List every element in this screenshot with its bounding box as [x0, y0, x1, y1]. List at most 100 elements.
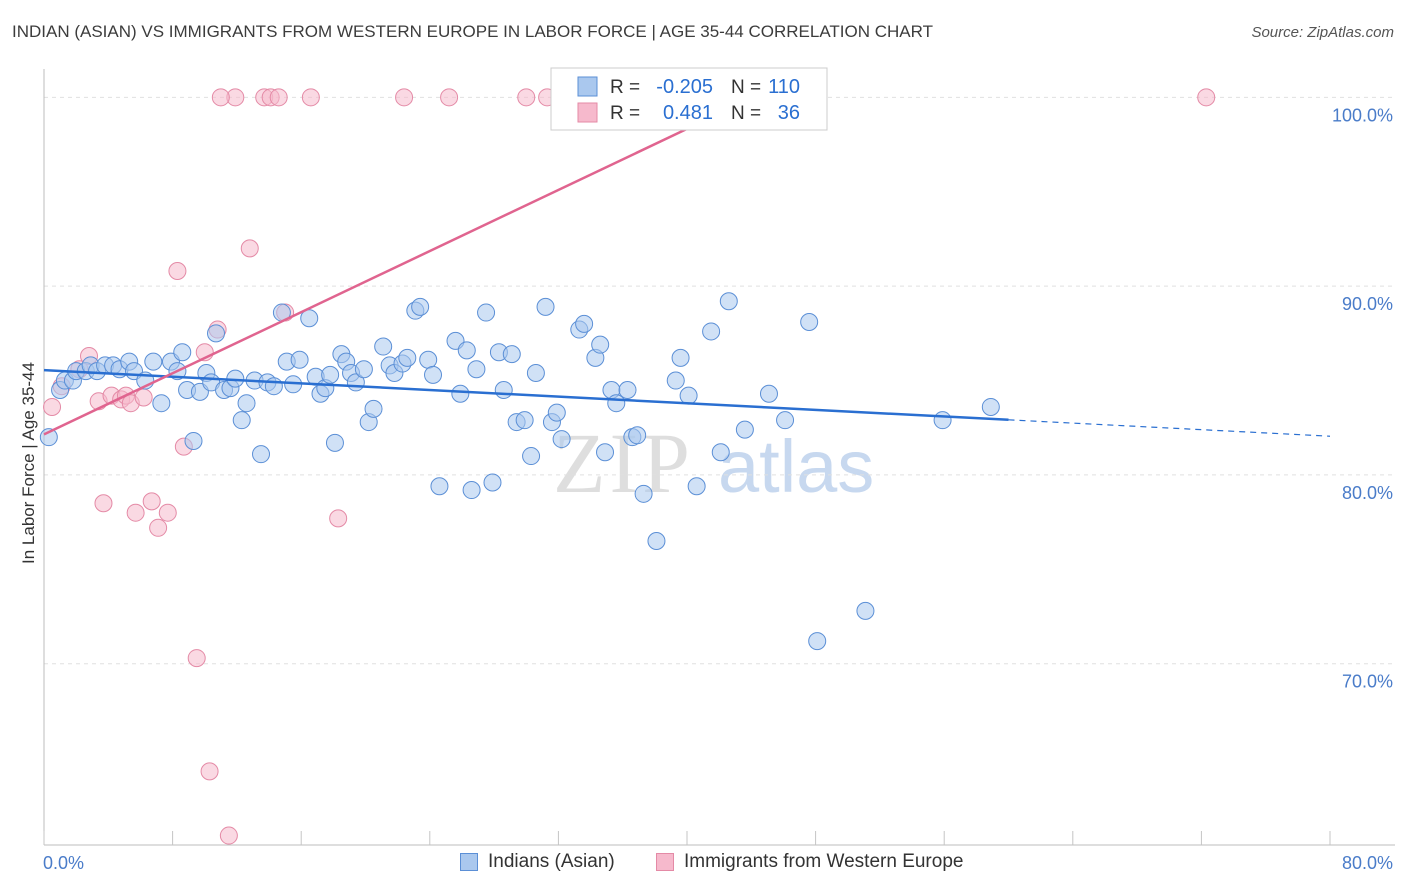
blue-point — [252, 445, 271, 464]
legend-blue-n-value: 110 — [768, 76, 800, 98]
pink-point — [517, 88, 536, 107]
blue-point — [144, 352, 163, 371]
blue-point — [628, 426, 647, 445]
blue-point — [411, 297, 430, 316]
blue-point — [711, 443, 730, 462]
legend-pink-n-value: 36 — [778, 102, 800, 124]
x-ticks — [43, 831, 1331, 845]
blue-point — [462, 481, 481, 500]
pink-point — [43, 397, 62, 416]
pink-point — [395, 88, 414, 107]
blue-point — [776, 411, 795, 430]
pink-point — [440, 88, 459, 107]
blue-point — [424, 365, 443, 384]
blue-point — [618, 380, 637, 399]
pink-point — [168, 262, 187, 281]
blue-point — [596, 443, 615, 462]
blue-point — [634, 484, 653, 503]
watermark-atlas: atlas — [718, 425, 874, 508]
legend-pink-r-value: 0.481 — [663, 102, 713, 124]
blue-point — [494, 380, 513, 399]
y-tick-label: 90.0% — [1342, 294, 1393, 314]
legend-blue-swatch — [577, 76, 598, 97]
blue-point — [735, 420, 754, 439]
blue-point — [591, 335, 610, 354]
blue-point — [575, 314, 594, 333]
blue-point — [808, 632, 827, 651]
legend-pink-r-label: R = — [610, 103, 640, 124]
blue-point — [184, 431, 203, 450]
blue-point — [679, 386, 698, 405]
blue-trend-line — [43, 368, 1009, 422]
blue-point — [300, 309, 319, 328]
pink-point — [149, 518, 168, 537]
blue-point — [321, 365, 340, 384]
blue-point — [759, 384, 778, 403]
blue-point — [800, 313, 819, 332]
x-tick-label: 0.0% — [43, 853, 84, 873]
legend-label-western-europe: Immigrants from Western Europe — [684, 851, 964, 872]
blue-point — [419, 350, 438, 369]
pink-point — [329, 509, 348, 528]
legend-blue-n-label: N = — [731, 77, 761, 98]
pink-point — [187, 649, 206, 668]
blue-point — [398, 348, 417, 367]
legend-swatch-pink — [656, 853, 674, 871]
legend-blue-r-label: R = — [610, 77, 640, 98]
blue-point — [152, 394, 171, 413]
blue-point — [451, 384, 470, 403]
watermark-zip: ZIP — [553, 415, 694, 511]
y-axis-label: In Labor Force | Age 35-44 — [19, 362, 38, 564]
blue-point — [719, 292, 738, 311]
blue-point — [477, 303, 496, 322]
blue-point — [536, 297, 555, 316]
blue-point — [522, 447, 541, 466]
blue-point — [467, 360, 486, 379]
pink-point — [219, 826, 238, 845]
pink-point — [301, 88, 320, 107]
legend-item-western-europe: Immigrants from Western Europe — [656, 851, 963, 873]
legend-pink-swatch — [577, 102, 598, 123]
y-tick-label: 80.0% — [1342, 483, 1393, 503]
blue-point — [502, 345, 521, 364]
watermark: ZIP atlas — [553, 415, 874, 511]
blue-point — [374, 337, 393, 356]
axes — [43, 69, 1395, 846]
blue-point — [173, 343, 192, 362]
blue-point — [981, 397, 1000, 416]
legend-swatch-blue — [460, 853, 478, 871]
pink-point — [134, 388, 153, 407]
pink-point — [211, 88, 230, 107]
legend-item-indians: Indians (Asian) — [460, 851, 615, 873]
x-tick-labels: 0.0% 80.0% — [43, 853, 1393, 873]
blue-series-points — [39, 292, 1000, 651]
legend-blue-r-value: -0.205 — [656, 76, 713, 98]
blue-point — [687, 477, 706, 496]
blue-point — [547, 403, 566, 422]
trend-lines — [43, 93, 1331, 437]
blue-point — [207, 324, 226, 343]
blue-point — [552, 430, 571, 449]
blue-point — [647, 532, 666, 551]
pink-point — [126, 503, 145, 522]
blue-point — [457, 341, 476, 360]
pink-point — [1197, 88, 1216, 107]
legend-top: R = -0.205 N = 110 R = 0.481 N = 36 — [550, 67, 828, 131]
y-tick-labels: 100.0% 90.0% 80.0% 70.0% — [1332, 105, 1393, 691]
pink-point — [142, 492, 161, 511]
y-tick-label: 100.0% — [1332, 105, 1393, 125]
y-tick-label: 70.0% — [1342, 672, 1393, 692]
blue-point — [526, 363, 545, 382]
pink-point — [200, 762, 219, 781]
blue-point — [702, 322, 721, 341]
blue-point — [325, 433, 344, 452]
blue-point — [666, 371, 685, 390]
legend-label-indians: Indians (Asian) — [488, 851, 615, 872]
blue-point — [933, 411, 952, 430]
blue-point — [364, 399, 383, 418]
blue-trend-extension — [1008, 419, 1331, 437]
pink-point — [240, 239, 259, 258]
blue-point — [237, 394, 256, 413]
blue-point — [671, 348, 690, 367]
